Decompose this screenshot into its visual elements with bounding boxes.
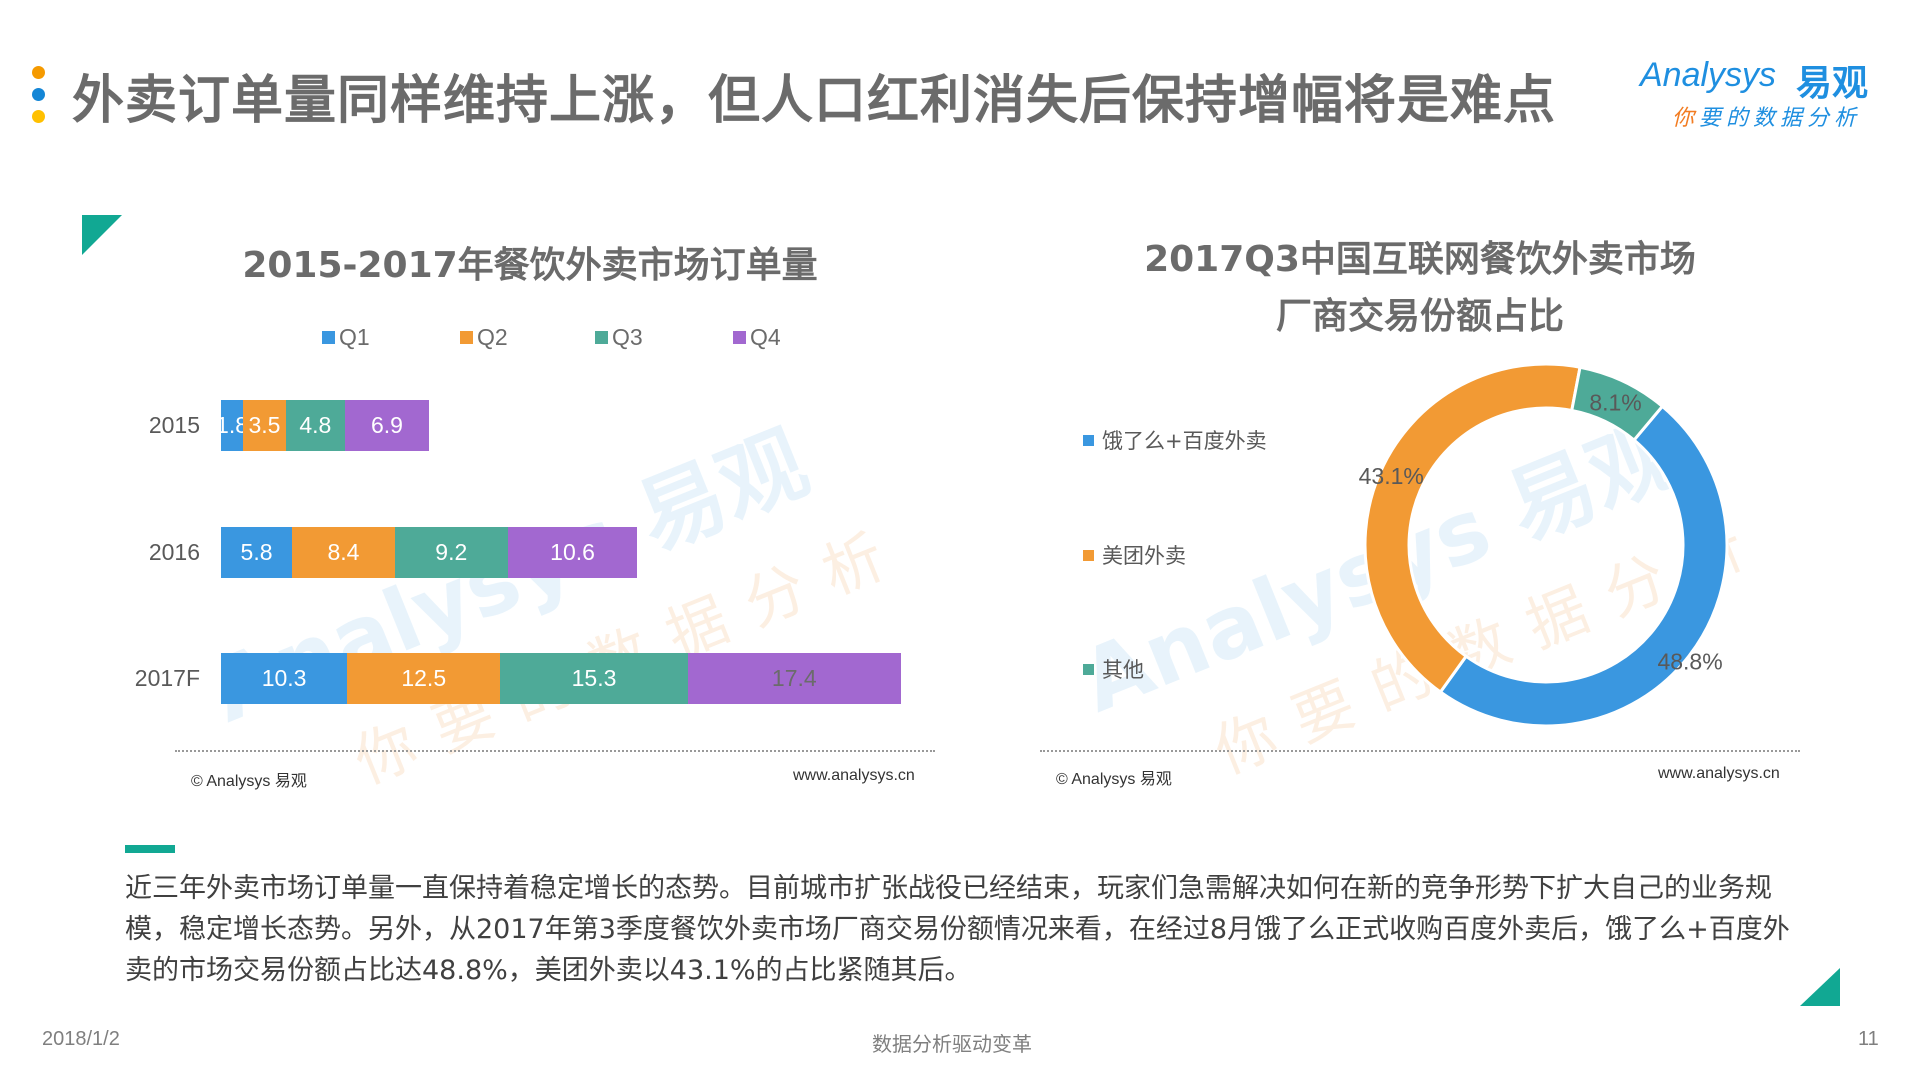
donut-chart: 48.8% 43.1% 8.1%: [1359, 362, 1729, 728]
bar-segment-q4[interactable]: 6.9: [344, 400, 430, 451]
logo-en: Analysys: [1640, 56, 1777, 94]
right-source: © Analysys 易观: [1056, 771, 1172, 788]
right-url[interactable]: www.analysys.cn: [1658, 765, 1780, 782]
legend-swatch: [733, 331, 746, 344]
bar-segment-q1[interactable]: 1.8: [216, 400, 248, 451]
donut-slice-label: 43.1%: [1359, 463, 1424, 489]
bar-segment-q4[interactable]: 17.4: [687, 653, 901, 704]
bar-row-2016: 5.8 8.4 9.2 10.6: [221, 527, 638, 578]
page-title: 外卖订单量同样维持上涨，但人口红利消失后保持增幅将是难点: [72, 71, 1557, 131]
legend-label: Q1: [339, 324, 370, 350]
legend-label: 其他: [1102, 658, 1144, 682]
legend-label: 饿了么+百度外卖: [1102, 429, 1267, 453]
bar-row-2015: 1.8 3.5 4.8 6.9: [216, 400, 430, 451]
bar-segment-q3[interactable]: 9.2: [394, 527, 508, 578]
bar-segment-q2[interactable]: 3.5: [243, 400, 286, 451]
legend-item-q1[interactable]: Q1: [322, 324, 370, 351]
header-dot-yellow: [32, 110, 45, 123]
legend-swatch: [1083, 434, 1094, 446]
legend-label: Q3: [612, 324, 643, 350]
legend-swatch: [322, 331, 335, 344]
left-divider: [175, 750, 935, 752]
legend-label: Q4: [750, 324, 781, 350]
legend-item-q4[interactable]: Q4: [733, 324, 781, 351]
header-dot-blue: [32, 88, 45, 101]
bar-chart-title: 2015-2017年餐饮外卖市场订单量: [242, 245, 818, 286]
pie-chart-title-line1: 2017Q3中国互联网餐饮外卖市场: [1144, 239, 1696, 280]
bar-segment-q4[interactable]: 10.6: [507, 527, 638, 578]
left-url[interactable]: www.analysys.cn: [793, 767, 915, 784]
summary-accent-bar: [125, 845, 175, 853]
analysys-logo: Analysys 易观 你要的数据分析: [1640, 56, 1880, 136]
bar-segment-q1[interactable]: 10.3: [221, 653, 348, 704]
left-source: © Analysys 易观: [191, 773, 307, 790]
bar-row-2017F: 10.3 12.5 15.3 17.4: [221, 653, 901, 704]
bar-segment-q2[interactable]: 12.5: [347, 653, 501, 704]
pie-legend-item[interactable]: 美团外卖: [1083, 540, 1186, 570]
logo-slogan: 你要的数据分析: [1672, 106, 1862, 131]
right-divider: [1040, 750, 1800, 752]
legend-item-q3[interactable]: Q3: [595, 324, 643, 351]
bar-segment-q1[interactable]: 5.8: [221, 527, 293, 578]
donut-slice[interactable]: [1363, 362, 1582, 695]
corner-triangle-bottom-right: [1800, 968, 1840, 1006]
legend-swatch: [1083, 549, 1094, 561]
donut-slice[interactable]: [1438, 404, 1729, 728]
pie-legend-item[interactable]: 其他: [1083, 654, 1144, 684]
donut-slice[interactable]: [1570, 365, 1665, 443]
page-number: 11: [1858, 1028, 1879, 1050]
legend-label: Q2: [477, 324, 508, 350]
donut-slice-label: 8.1%: [1589, 390, 1641, 416]
pie-chart-title-line2: 厂商交易份额占比: [1275, 296, 1564, 337]
pie-legend-item[interactable]: 饿了么+百度外卖: [1083, 425, 1267, 455]
y-axis-label: 2016: [148, 539, 200, 565]
logo-cn: 易观: [1796, 63, 1869, 104]
legend-swatch: [1083, 663, 1094, 675]
bar-segment-q2[interactable]: 8.4: [292, 527, 395, 578]
legend-item-q2[interactable]: Q2: [460, 324, 508, 351]
section-corner-triangle: [82, 215, 122, 255]
legend-swatch: [460, 331, 473, 344]
footer-date: 2018/1/2: [42, 1028, 120, 1050]
summary-paragraph: 近三年外卖市场订单量一直保持着稳定增长的态势。目前城市扩张战役已经结束，玩家们急…: [125, 873, 1790, 986]
bar-segment-q3[interactable]: 15.3: [500, 653, 688, 704]
y-axis-label: 2015: [148, 412, 200, 438]
header-dot-orange: [32, 66, 45, 79]
footer-center: 数据分析驱动变革: [872, 1034, 1032, 1056]
y-axis-label: 2017F: [134, 665, 200, 691]
legend-swatch: [595, 331, 608, 344]
donut-slice-label: 48.8%: [1657, 649, 1722, 675]
bar-segment-q3[interactable]: 4.8: [285, 400, 345, 451]
legend-label: 美团外卖: [1102, 544, 1186, 568]
